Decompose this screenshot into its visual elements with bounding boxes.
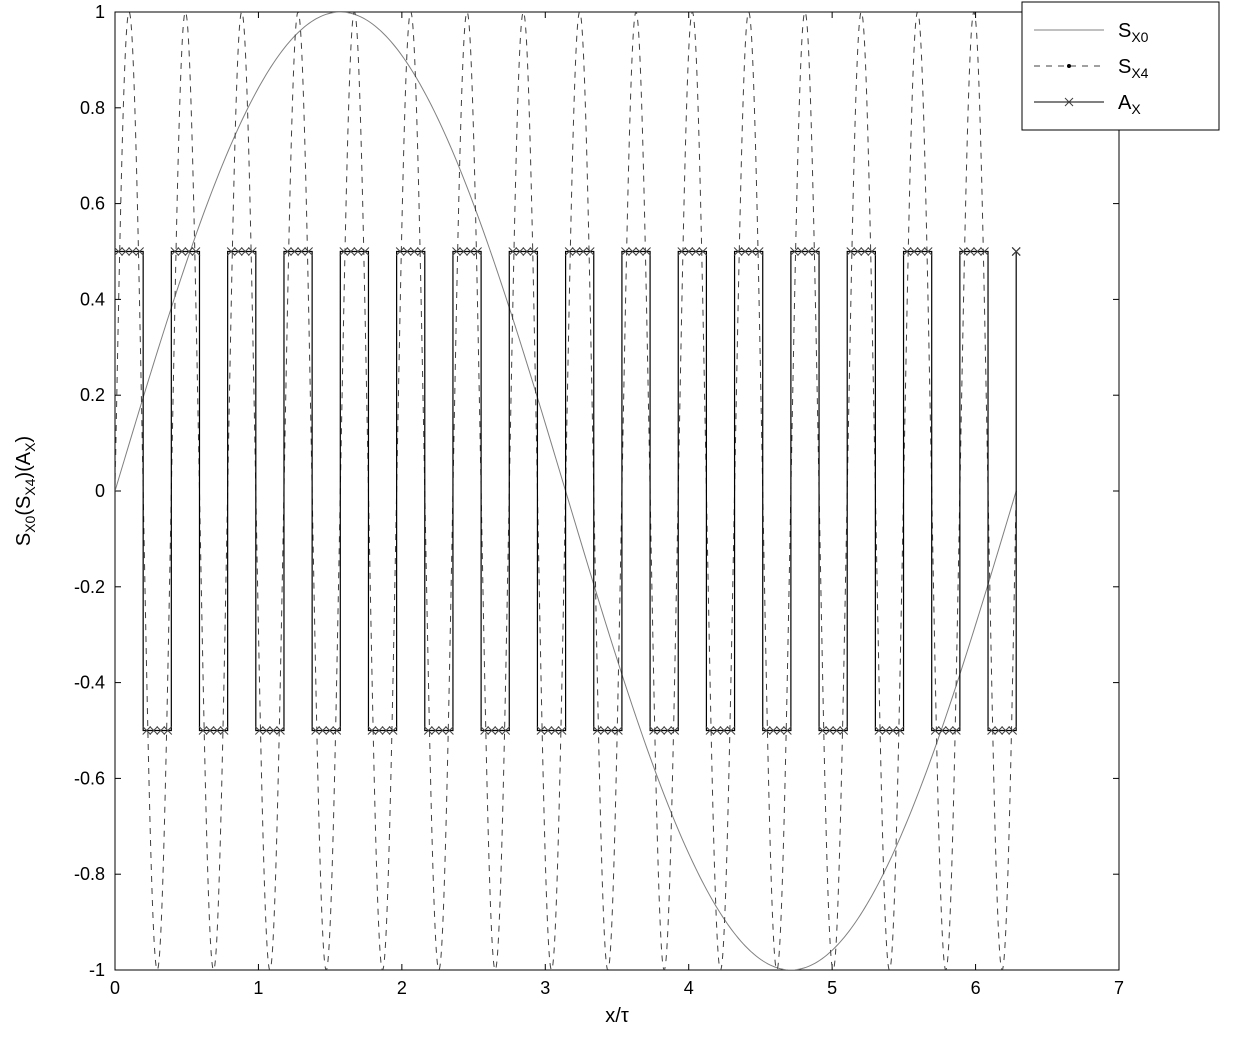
ytick-label: 0 — [95, 481, 105, 501]
xtick-label: 4 — [684, 978, 694, 998]
plot-box — [115, 12, 1119, 970]
legend-dot-icon — [1067, 64, 1071, 68]
legend: SX0SX4AX — [1022, 2, 1219, 130]
ytick-label: -0.6 — [74, 768, 105, 788]
chart-container: 0 1 2 3 4 5 6 7 -1 -0.8 -0.6 -0.4 -0.2 0 0.2 0.4 0.6 0.8 1… — [0, 0, 1240, 1041]
series-group — [115, 12, 1021, 970]
xtick-label: 2 — [397, 978, 407, 998]
y-axis-label: SX0(SX4)(AX) — [13, 436, 38, 546]
chart-svg: 0 1 2 3 4 5 6 7 -1 -0.8 -0.6 -0.4 -0.2 0 0.2 0.4 0.6 0.8 1… — [0, 0, 1240, 1041]
x-axis-label: x/τ — [605, 1005, 629, 1027]
xtick-label: 0 — [110, 978, 120, 998]
xtick-label: 5 — [827, 978, 837, 998]
series-ax — [115, 252, 1016, 731]
ytick-label: 0.8 — [80, 98, 105, 118]
ytick-label: -1 — [89, 960, 105, 980]
ytick-label: -0.8 — [74, 864, 105, 884]
ytick-label: 0.4 — [80, 289, 105, 309]
ytick-label: 0.2 — [80, 385, 105, 405]
ytick-label: -0.2 — [74, 577, 105, 597]
xtick-label: 3 — [540, 978, 550, 998]
xtick-label: 6 — [971, 978, 981, 998]
ytick-label: 0.6 — [80, 194, 105, 214]
xtick-label: 1 — [253, 978, 263, 998]
ytick-label: -0.4 — [74, 673, 105, 693]
ytick-label: 1 — [95, 2, 105, 22]
xtick-label: 7 — [1114, 978, 1124, 998]
